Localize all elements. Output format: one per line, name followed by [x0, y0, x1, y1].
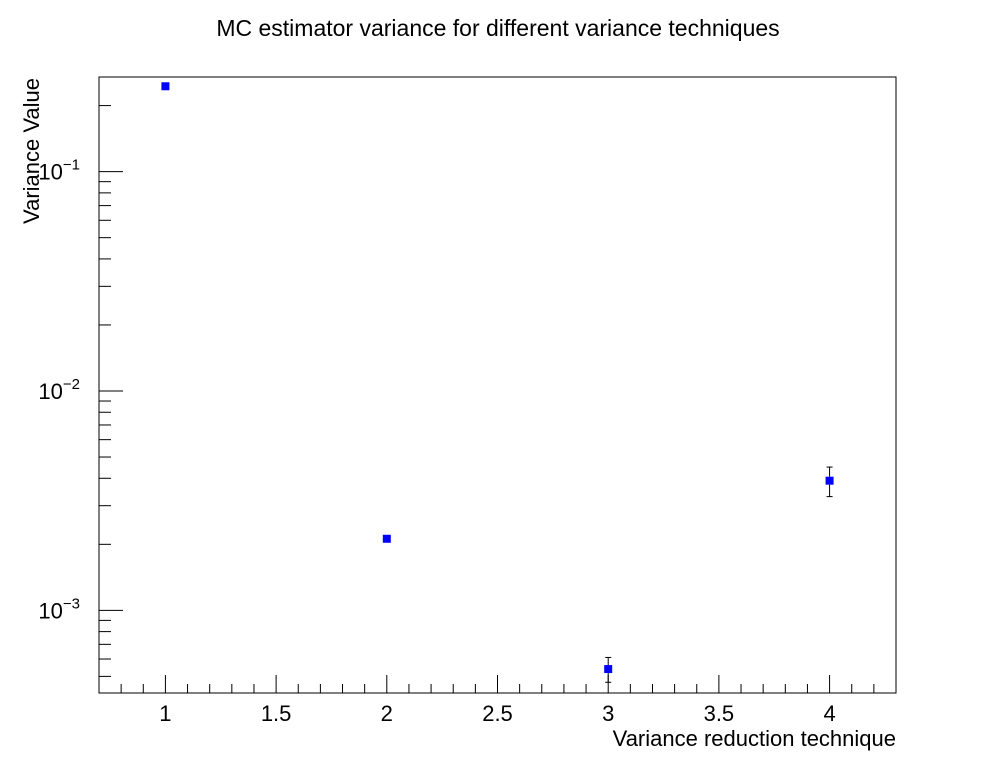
y-tick-label: 10−3 — [38, 595, 80, 623]
y-tick-label: 10−1 — [38, 157, 80, 185]
x-tick-label: 2.5 — [482, 701, 513, 726]
data-point — [161, 82, 170, 91]
y-axis-label: Variance Value — [19, 78, 44, 224]
y-axis: 10−3 10−2 10−1 — [38, 105, 123, 677]
data-point — [604, 665, 613, 674]
data-point — [825, 476, 834, 485]
x-axis-label: Variance reduction technique — [613, 726, 896, 751]
data-point — [382, 534, 391, 543]
x-axis: 1 1.5 2 2.5 3 3.5 4 — [98, 675, 897, 726]
chart-title: MC estimator variance for different vari… — [216, 15, 779, 41]
x-tick-label: 1.5 — [261, 701, 292, 726]
x-tick-label: 3.5 — [704, 701, 735, 726]
plot-frame — [98, 76, 897, 694]
data-series — [161, 82, 834, 683]
y-tick-label: 10−2 — [38, 376, 80, 404]
x-tick-label: 1 — [159, 701, 171, 726]
x-tick-label: 2 — [381, 701, 393, 726]
x-tick-label: 4 — [823, 701, 835, 726]
x-tick-label: 3 — [602, 701, 614, 726]
